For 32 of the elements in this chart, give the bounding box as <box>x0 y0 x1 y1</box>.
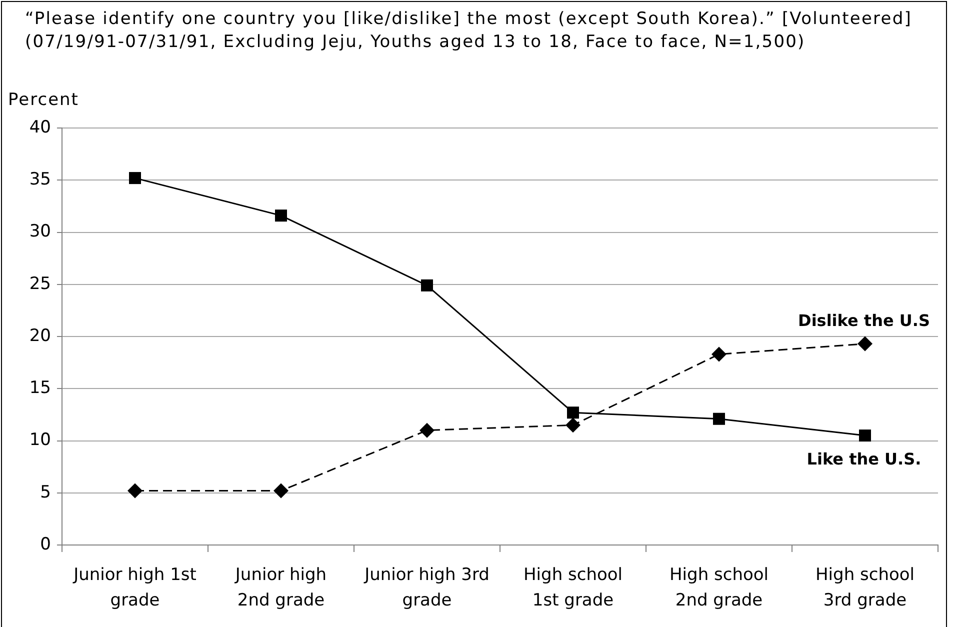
point <box>712 412 726 425</box>
y-tick-label: 5 <box>40 482 51 502</box>
chart-subtitle: (07/19/91-07/31/91, Excluding Jeju, Youths aged 13 to 18, Face to face, N=1,500) <box>25 32 806 53</box>
y-tick-label: 0 <box>40 534 51 554</box>
y-tick-label: 35 <box>29 170 51 190</box>
point <box>128 172 142 184</box>
point <box>420 422 434 438</box>
x-tick-label: Junior high 2nd grade <box>234 565 327 611</box>
point <box>712 346 726 362</box>
point <box>420 279 434 292</box>
x-tick-label: Junior high 1st grade <box>72 565 197 611</box>
chart-title: “Please identify one country you [like/dislike] the most (except South Korea).” [Volunteered] <box>25 9 912 30</box>
y-tick-label: 25 <box>29 274 51 294</box>
x-tick-label: High school 3rd grade <box>816 565 914 611</box>
point <box>274 483 288 498</box>
y-tick-label: 10 <box>29 430 51 450</box>
point <box>858 336 872 352</box>
x-tick-label: High school 2nd grade <box>670 565 768 611</box>
point <box>128 483 142 498</box>
point <box>566 418 580 433</box>
y-axis-title: Percent <box>8 90 79 111</box>
x-tick-label: High school 1st grade <box>524 565 622 611</box>
y-tick-label: 20 <box>29 326 51 346</box>
y-tick-label: 30 <box>29 222 51 242</box>
point <box>566 406 580 419</box>
x-tick-label: Junior high 3rd grade <box>364 565 490 611</box>
y-tick-label: 40 <box>29 117 51 138</box>
point <box>274 210 288 222</box>
point <box>858 430 872 442</box>
series-label: Like the U.S. <box>806 450 922 469</box>
y-tick-label: 15 <box>29 378 51 398</box>
series-label: Dislike the U.S <box>798 310 930 330</box>
